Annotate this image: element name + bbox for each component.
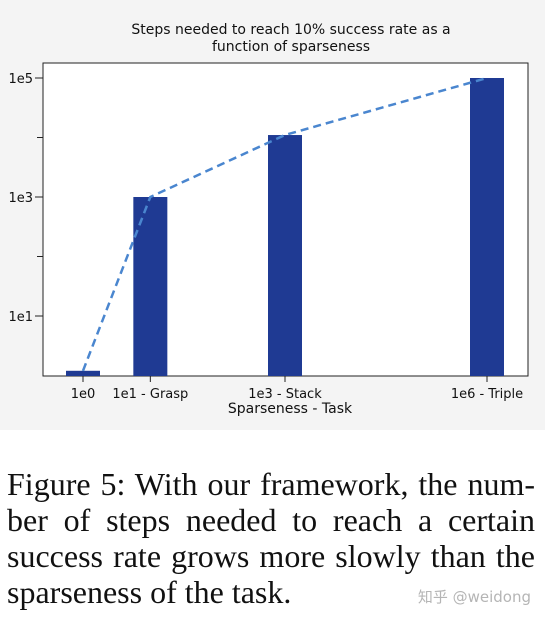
x-tick-label: 1e1 - Grasp bbox=[112, 387, 188, 402]
chart-figure: Steps needed to reach 10% success rate a… bbox=[0, 0, 545, 430]
y-tick-label: 1e5 bbox=[8, 72, 33, 87]
caption-line-4: sparseness of the task. bbox=[7, 574, 292, 610]
y-tick-label: 1e3 bbox=[8, 191, 33, 206]
trend-line bbox=[81, 76, 488, 372]
caption-line-2: ber of steps needed to reach a certain bbox=[7, 502, 535, 538]
x-tick-label: 1e6 - Triple bbox=[451, 387, 523, 402]
bar-chart: Steps needed to reach 10% success rate a… bbox=[8, 22, 529, 417]
x-tick-label: 1e3 - Stack bbox=[248, 387, 322, 402]
bar-series bbox=[66, 78, 504, 376]
caption-line-3: success rate grows more slowly than the bbox=[7, 538, 535, 574]
chart-title-line-2: function of sparseness bbox=[212, 39, 370, 55]
chart-title-line-1: Steps needed to reach 10% success rate a… bbox=[131, 22, 450, 38]
x-tick-label: 1e0 bbox=[71, 387, 96, 402]
bar bbox=[268, 135, 302, 376]
bar bbox=[470, 78, 504, 376]
caption-line-1: Figure 5: With our framework, the num- bbox=[7, 466, 535, 502]
y-axis: 1e1 1e3 1e5 bbox=[8, 72, 43, 325]
x-axis: 1e0 1e1 - Grasp 1e3 - Stack 1e6 - Triple bbox=[71, 376, 523, 402]
bar bbox=[133, 197, 168, 376]
bar bbox=[66, 370, 100, 376]
x-axis-label: Sparseness - Task bbox=[228, 401, 353, 417]
y-tick-label: 1e1 bbox=[8, 310, 33, 325]
figure-caption: Figure 5: With our framework, the num- b… bbox=[7, 466, 535, 610]
watermark: 知乎 @weidong bbox=[417, 588, 531, 606]
